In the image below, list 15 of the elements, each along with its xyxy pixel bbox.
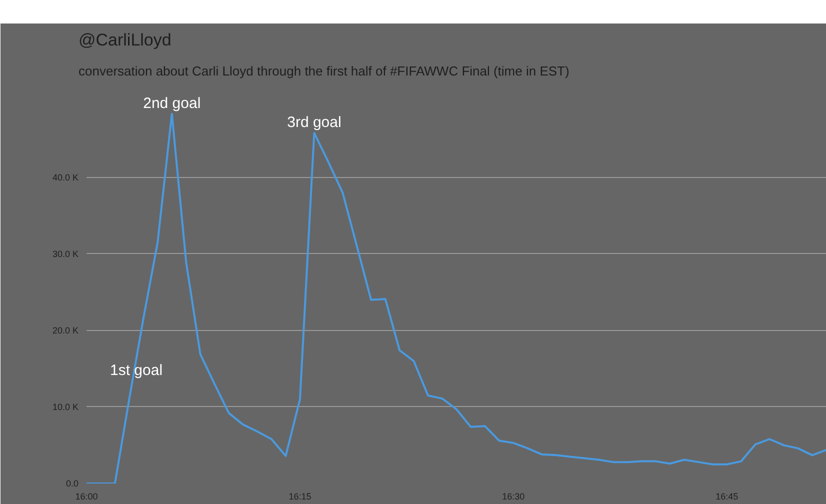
annotation: 1st goal <box>110 362 163 379</box>
y-tick-label: 20.0 K <box>52 325 79 336</box>
x-tick-label: 16:30 <box>502 492 525 502</box>
chart-title: @CarliLloyd <box>78 30 172 50</box>
y-tick-label: 10.0 K <box>52 402 79 412</box>
y-tick-label: 0.0 <box>66 478 79 488</box>
annotation: 3rd goal <box>287 114 342 131</box>
y-tick-label: 40.0 K <box>52 172 79 182</box>
line-series <box>86 112 826 484</box>
x-tick-label: 16:00 <box>75 492 98 502</box>
y-tick-label: 30.0 K <box>52 248 79 259</box>
chart-subtitle: conversation about Carli Lloyd through the first half of #FIFAWWC Final (time in EST) <box>78 64 570 78</box>
annotation: 2nd goal <box>143 94 201 112</box>
x-tick-label: 16:45 <box>716 492 738 502</box>
x-tick-label: 16:15 <box>288 492 312 502</box>
